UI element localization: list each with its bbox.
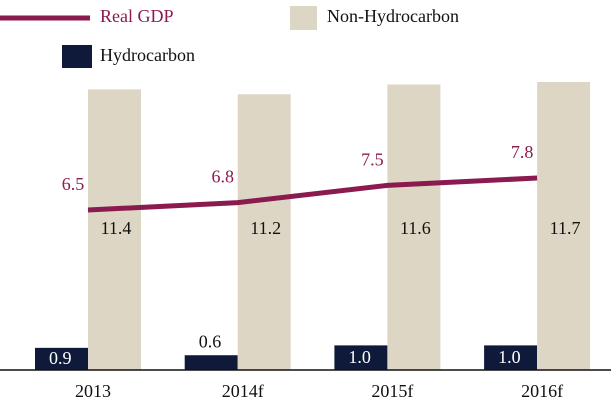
value-label: 1.0 <box>348 347 371 367</box>
value-label: 1.0 <box>498 347 520 367</box>
value-label: 7.5 <box>361 150 384 170</box>
x-tick-label: 2016f <box>521 381 563 401</box>
legend-swatch <box>290 6 317 30</box>
bar <box>184 355 238 370</box>
x-tick-label: 2014f <box>222 381 264 401</box>
line <box>87 175 538 213</box>
value-label: 6.8 <box>211 167 234 187</box>
bar <box>537 82 591 370</box>
value-label: 6.5 <box>62 174 85 194</box>
bar <box>237 94 291 371</box>
value-label: 11.7 <box>550 218 581 238</box>
legend-label: Hydrocarbon <box>100 45 195 65</box>
value-label: 11.2 <box>250 218 281 238</box>
value-label: 0.6 <box>199 331 222 351</box>
value-label: 11.6 <box>400 218 431 238</box>
x-tick-label: 2015f <box>371 381 413 401</box>
legend-label: Non-Hydrocarbon <box>327 6 459 26</box>
value-label: 7.8 <box>511 142 534 162</box>
bar <box>88 89 141 370</box>
value-label: 0.9 <box>49 348 72 368</box>
bar <box>334 345 388 370</box>
x-tick-label: 2013 <box>75 381 111 401</box>
legend-label: Real GDP <box>100 6 174 26</box>
legend-swatch <box>62 45 92 68</box>
bar <box>35 347 88 370</box>
value-label: 11.4 <box>101 218 132 238</box>
bar <box>387 84 441 370</box>
bar <box>484 345 538 370</box>
